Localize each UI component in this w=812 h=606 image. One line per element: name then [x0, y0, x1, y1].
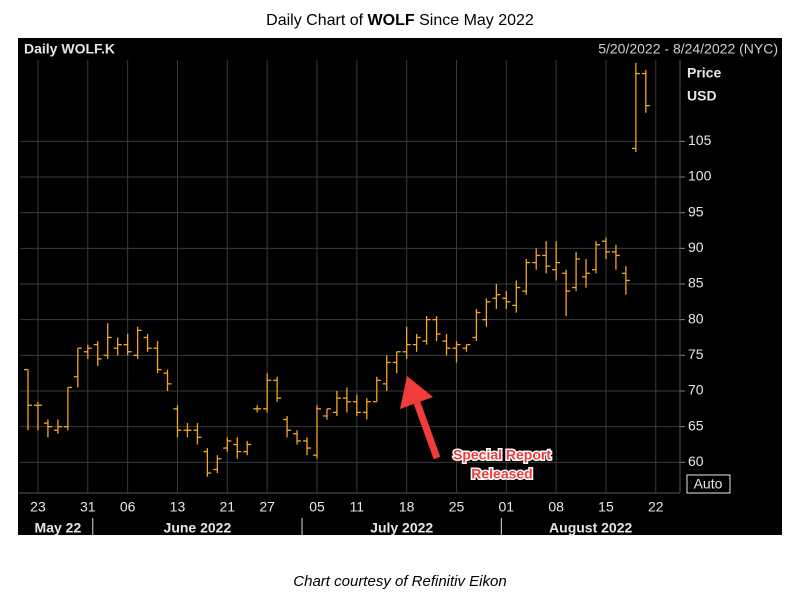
y-tick-label: 80	[688, 310, 704, 326]
annotation-text: Special Report	[453, 447, 551, 463]
footer: Chart courtesy of Refinitiv Eikon	[293, 573, 507, 590]
x-tick-label: 21	[220, 499, 236, 515]
x-tick-label: 25	[449, 499, 465, 515]
annotation-arrow	[400, 376, 441, 460]
y-tick-label: 60	[688, 453, 704, 469]
title-prefix: Daily Chart of	[266, 12, 364, 29]
x-tick-label: 22	[648, 499, 664, 515]
x-tick-label: 11	[350, 499, 365, 515]
month-label: May 22	[35, 520, 82, 536]
y-tick-label: 100	[688, 168, 712, 184]
annotation: Special Report Released	[451, 445, 552, 483]
x-tick-label: 05	[309, 499, 325, 515]
arrow-head	[400, 376, 433, 409]
title-ticker: WOLF	[367, 12, 415, 29]
y-tick-label: 75	[688, 346, 704, 362]
month-label: August 2022	[549, 520, 632, 536]
scale-mode[interactable]: Auto	[694, 476, 723, 492]
date-range: 5/20/2022 - 8/24/2022 (NYC)	[598, 41, 778, 57]
arrow-shaft	[412, 398, 441, 460]
y-axis-unit: USD	[687, 88, 717, 104]
month-label: June 2022	[164, 520, 232, 536]
chart-panel	[18, 38, 782, 535]
y-tick-label: 70	[688, 382, 704, 398]
y-tick-label: 105	[688, 132, 712, 148]
page-title: Daily Chart of WOLF Since May 2022	[0, 12, 800, 30]
x-tick-label: 27	[259, 499, 275, 515]
grid: 60 65 70 75 80 85 90 95 100 105 23 31 06 13 21 27 05 11 18…	[20, 60, 712, 536]
bars	[24, 62, 650, 477]
x-tick-label: 08	[548, 499, 564, 515]
x-tick-label: 06	[120, 499, 136, 515]
title-suffix: Since May 2022	[419, 12, 534, 29]
instrument-label: Daily WOLF.K	[24, 41, 115, 57]
x-tick-label: 01	[499, 499, 515, 515]
y-tick-label: 95	[688, 203, 704, 219]
y-axis-label: Price	[687, 65, 721, 81]
x-tick-label: 31	[80, 499, 96, 515]
y-tick-label: 85	[688, 275, 704, 291]
x-tick-label: 15	[598, 499, 614, 515]
x-tick-label: 13	[170, 499, 186, 515]
annotation-text: Released	[471, 466, 532, 482]
month-label: July 2022	[370, 520, 433, 536]
auto-box[interactable]	[686, 474, 731, 494]
x-tick-label: 18	[399, 499, 415, 515]
y-tick-label: 65	[688, 417, 704, 433]
x-tick-label: 23	[30, 499, 46, 515]
y-tick-label: 90	[688, 239, 704, 255]
